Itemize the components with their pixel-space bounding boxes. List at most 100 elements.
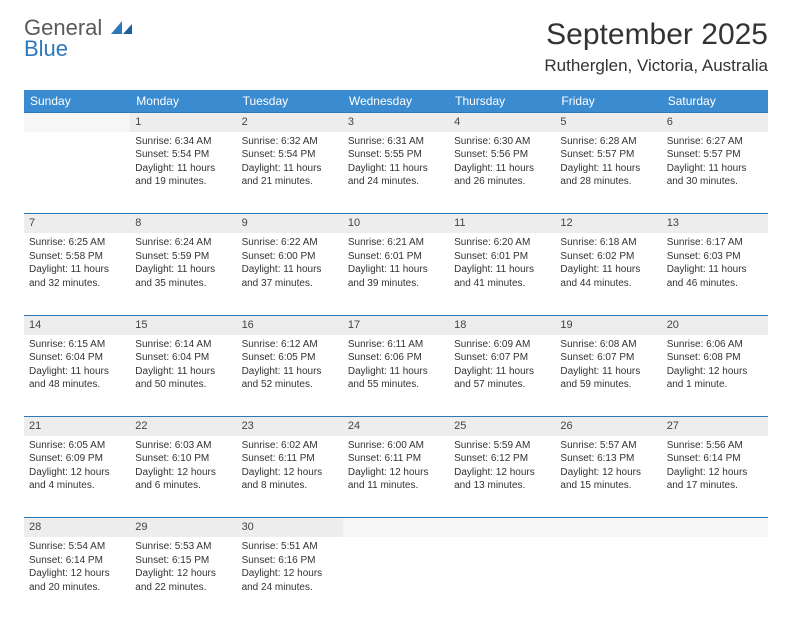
day-content-cell: Sunrise: 5:56 AMSunset: 6:14 PMDaylight:… (662, 436, 768, 518)
sunrise-text: Sunrise: 6:27 AM (667, 135, 763, 149)
sunrise-text: Sunrise: 6:17 AM (667, 236, 763, 250)
day-number-cell: 15 (130, 315, 236, 334)
day-number-cell: 30 (237, 518, 343, 537)
day-number-cell: 5 (555, 113, 661, 132)
sunrise-text: Sunrise: 6:32 AM (242, 135, 338, 149)
daylight-text: Daylight: 11 hours and 39 minutes. (348, 263, 444, 290)
day-content-cell (449, 537, 555, 619)
sunset-text: Sunset: 6:01 PM (348, 250, 444, 264)
day-content-cell: Sunrise: 6:17 AMSunset: 6:03 PMDaylight:… (662, 233, 768, 315)
sunset-text: Sunset: 5:59 PM (135, 250, 231, 264)
daylight-text: Daylight: 11 hours and 57 minutes. (454, 365, 550, 392)
day-number-cell: 27 (662, 417, 768, 436)
day-number-cell: 12 (555, 214, 661, 233)
day-number-row: 78910111213 (24, 214, 768, 233)
day-content-cell (24, 132, 130, 214)
sunrise-text: Sunrise: 6:18 AM (560, 236, 656, 250)
sunset-text: Sunset: 6:07 PM (560, 351, 656, 365)
day-number-cell: 11 (449, 214, 555, 233)
day-content-row: Sunrise: 6:34 AMSunset: 5:54 PMDaylight:… (24, 132, 768, 214)
day-content-cell: Sunrise: 6:06 AMSunset: 6:08 PMDaylight:… (662, 335, 768, 417)
daylight-text: Daylight: 12 hours and 20 minutes. (29, 567, 125, 594)
day-number-cell: 28 (24, 518, 130, 537)
sunset-text: Sunset: 6:10 PM (135, 452, 231, 466)
sunset-text: Sunset: 6:15 PM (135, 554, 231, 568)
sunrise-text: Sunrise: 6:02 AM (242, 439, 338, 453)
page-header: General Blue September 2025 Rutherglen, … (24, 18, 768, 76)
weekday-header-row: Sunday Monday Tuesday Wednesday Thursday… (24, 90, 768, 113)
sunset-text: Sunset: 5:58 PM (29, 250, 125, 264)
day-number-cell: 22 (130, 417, 236, 436)
sunset-text: Sunset: 5:54 PM (242, 148, 338, 162)
sunrise-text: Sunrise: 6:11 AM (348, 338, 444, 352)
day-number-cell (24, 113, 130, 132)
day-number-cell: 13 (662, 214, 768, 233)
daylight-text: Daylight: 11 hours and 44 minutes. (560, 263, 656, 290)
day-number-cell: 21 (24, 417, 130, 436)
sunset-text: Sunset: 6:14 PM (667, 452, 763, 466)
day-content-cell: Sunrise: 6:22 AMSunset: 6:00 PMDaylight:… (237, 233, 343, 315)
day-number-cell: 1 (130, 113, 236, 132)
daylight-text: Daylight: 12 hours and 1 minute. (667, 365, 763, 392)
day-content-row: Sunrise: 6:15 AMSunset: 6:04 PMDaylight:… (24, 335, 768, 417)
daylight-text: Daylight: 11 hours and 21 minutes. (242, 162, 338, 189)
daylight-text: Daylight: 12 hours and 8 minutes. (242, 466, 338, 493)
daylight-text: Daylight: 11 hours and 41 minutes. (454, 263, 550, 290)
daylight-text: Daylight: 12 hours and 11 minutes. (348, 466, 444, 493)
daylight-text: Daylight: 11 hours and 35 minutes. (135, 263, 231, 290)
logo-sail-icon (111, 15, 133, 40)
sunrise-text: Sunrise: 6:20 AM (454, 236, 550, 250)
day-number-row: 282930 (24, 518, 768, 537)
sunset-text: Sunset: 5:55 PM (348, 148, 444, 162)
logo-line2: Blue (24, 36, 68, 61)
day-number-cell: 14 (24, 315, 130, 334)
weekday-header: Friday (555, 90, 661, 113)
daylight-text: Daylight: 11 hours and 59 minutes. (560, 365, 656, 392)
day-number-row: 21222324252627 (24, 417, 768, 436)
sunrise-text: Sunrise: 6:12 AM (242, 338, 338, 352)
day-number-cell: 24 (343, 417, 449, 436)
day-number-cell: 23 (237, 417, 343, 436)
day-number-cell: 29 (130, 518, 236, 537)
day-number-cell: 10 (343, 214, 449, 233)
sunset-text: Sunset: 6:14 PM (29, 554, 125, 568)
sunset-text: Sunset: 6:16 PM (242, 554, 338, 568)
sunset-text: Sunset: 6:08 PM (667, 351, 763, 365)
daylight-text: Daylight: 12 hours and 15 minutes. (560, 466, 656, 493)
sunset-text: Sunset: 6:04 PM (29, 351, 125, 365)
sunset-text: Sunset: 6:05 PM (242, 351, 338, 365)
weekday-header: Thursday (449, 90, 555, 113)
daylight-text: Daylight: 12 hours and 22 minutes. (135, 567, 231, 594)
day-content-cell: Sunrise: 6:28 AMSunset: 5:57 PMDaylight:… (555, 132, 661, 214)
day-number-cell: 8 (130, 214, 236, 233)
sunrise-text: Sunrise: 6:06 AM (667, 338, 763, 352)
day-number-cell (343, 518, 449, 537)
title-block: September 2025 Rutherglen, Victoria, Aus… (544, 18, 768, 76)
sunrise-text: Sunrise: 5:51 AM (242, 540, 338, 554)
sunset-text: Sunset: 6:12 PM (454, 452, 550, 466)
day-content-cell: Sunrise: 6:03 AMSunset: 6:10 PMDaylight:… (130, 436, 236, 518)
sunset-text: Sunset: 6:04 PM (135, 351, 231, 365)
day-number-cell: 6 (662, 113, 768, 132)
day-content-cell: Sunrise: 5:54 AMSunset: 6:14 PMDaylight:… (24, 537, 130, 619)
sunrise-text: Sunrise: 5:56 AM (667, 439, 763, 453)
daylight-text: Daylight: 11 hours and 55 minutes. (348, 365, 444, 392)
sunset-text: Sunset: 6:11 PM (242, 452, 338, 466)
sunrise-text: Sunrise: 6:09 AM (454, 338, 550, 352)
sunset-text: Sunset: 5:57 PM (667, 148, 763, 162)
day-content-cell: Sunrise: 6:21 AMSunset: 6:01 PMDaylight:… (343, 233, 449, 315)
day-content-cell (555, 537, 661, 619)
sunset-text: Sunset: 6:03 PM (667, 250, 763, 264)
sunrise-text: Sunrise: 6:34 AM (135, 135, 231, 149)
day-content-cell: Sunrise: 6:18 AMSunset: 6:02 PMDaylight:… (555, 233, 661, 315)
sunset-text: Sunset: 6:07 PM (454, 351, 550, 365)
sunrise-text: Sunrise: 6:14 AM (135, 338, 231, 352)
sunrise-text: Sunrise: 6:21 AM (348, 236, 444, 250)
day-content-cell: Sunrise: 6:14 AMSunset: 6:04 PMDaylight:… (130, 335, 236, 417)
calendar-table: Sunday Monday Tuesday Wednesday Thursday… (24, 90, 768, 619)
day-content-cell: Sunrise: 6:00 AMSunset: 6:11 PMDaylight:… (343, 436, 449, 518)
day-number-row: 123456 (24, 113, 768, 132)
daylight-text: Daylight: 11 hours and 24 minutes. (348, 162, 444, 189)
weekday-header: Tuesday (237, 90, 343, 113)
daylight-text: Daylight: 11 hours and 19 minutes. (135, 162, 231, 189)
